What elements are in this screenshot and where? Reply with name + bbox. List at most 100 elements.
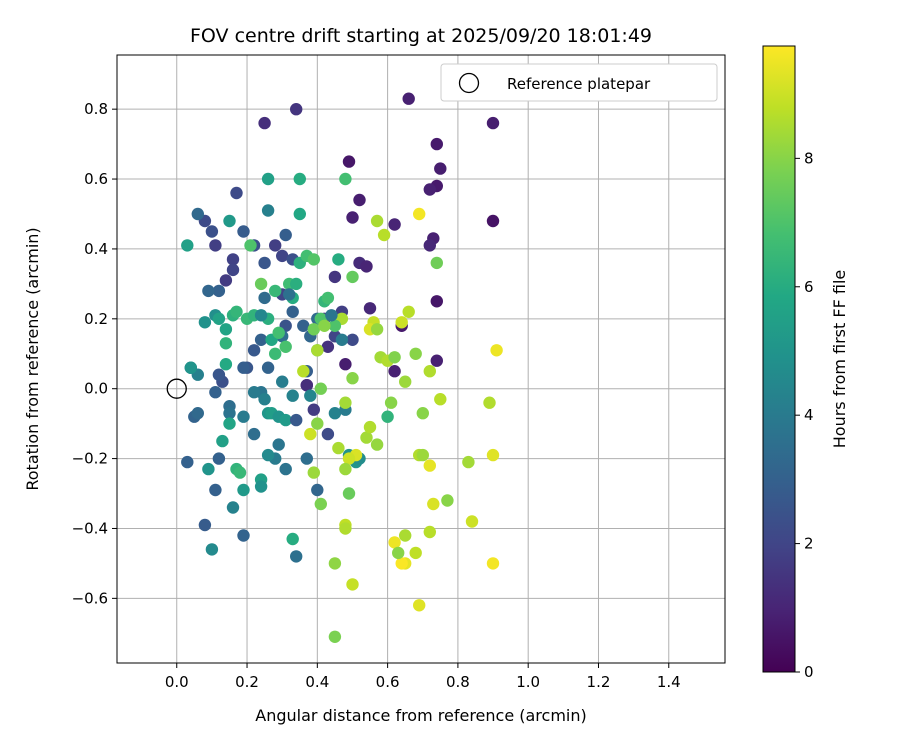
colorbar-tick-label: 2	[804, 535, 814, 553]
data-point	[212, 284, 226, 298]
data-point	[307, 253, 320, 266]
x-axis-ticks: 0.0 0.2 0.4 0.6 0.8 1.0 1.2 1.4	[165, 663, 681, 691]
data-point	[276, 249, 289, 263]
data-point	[261, 361, 275, 374]
data-point	[244, 239, 257, 252]
data-point	[283, 288, 296, 301]
data-point	[409, 546, 422, 560]
data-point	[247, 344, 261, 357]
data-point	[237, 410, 250, 423]
data-point	[483, 396, 496, 409]
colorbar-gradient	[762, 45, 796, 673]
data-point	[332, 441, 345, 455]
data-point	[269, 284, 282, 298]
data-point	[202, 284, 215, 298]
data-point	[181, 239, 194, 252]
data-point	[300, 452, 313, 465]
data-point	[388, 365, 401, 378]
data-point	[272, 326, 285, 339]
data-point	[392, 546, 405, 560]
data-point	[360, 260, 373, 273]
data-point	[370, 214, 384, 228]
colorbar-tick-label: 0	[804, 663, 814, 681]
data-point	[311, 344, 324, 357]
colorbar-tick-label: 8	[804, 149, 814, 167]
colorbar-tick-label: 6	[804, 278, 814, 296]
data-point	[465, 515, 479, 528]
data-point	[297, 319, 310, 332]
data-point	[430, 354, 443, 367]
data-point	[395, 557, 408, 570]
reference-platepar-marker	[166, 378, 187, 399]
data-point	[423, 183, 436, 196]
data-point	[370, 323, 384, 336]
data-point	[181, 455, 194, 469]
data-point	[212, 312, 226, 325]
data-point	[339, 358, 352, 371]
data-point	[346, 578, 359, 591]
data-point	[402, 305, 415, 318]
data-point	[395, 316, 408, 329]
data-point	[328, 630, 342, 643]
data-point	[430, 256, 443, 270]
colorbar-ticks: 0 2 4 6 8	[795, 149, 814, 681]
data-point	[346, 211, 359, 224]
data-point	[339, 396, 352, 409]
data-point	[307, 466, 320, 479]
data-point	[363, 302, 377, 315]
y-tick-label: −0.6	[72, 589, 108, 607]
data-point	[311, 483, 324, 497]
y-tick-label: 0.6	[84, 170, 108, 188]
data-point	[219, 323, 233, 336]
data-point	[300, 379, 313, 392]
data-point	[321, 427, 335, 441]
data-point	[269, 347, 282, 360]
data-point	[212, 368, 226, 381]
data-point	[384, 396, 398, 409]
data-point	[223, 214, 236, 228]
data-point	[423, 459, 436, 472]
data-point	[290, 413, 303, 427]
data-point	[304, 427, 317, 441]
data-point	[381, 410, 394, 423]
data-point	[346, 270, 359, 284]
data-point	[388, 536, 401, 549]
data-point	[209, 483, 222, 497]
data-point	[423, 239, 436, 252]
data-point	[226, 253, 240, 266]
data-point	[226, 263, 240, 277]
data-point	[290, 550, 303, 563]
data-point	[399, 529, 412, 542]
data-point	[230, 186, 243, 200]
x-axis-label: Angular distance from reference (arcmin)	[255, 706, 586, 725]
data-point	[321, 340, 335, 353]
data-point	[261, 448, 275, 462]
data-point	[399, 375, 412, 388]
data-point	[388, 218, 401, 231]
data-point	[416, 407, 429, 420]
data-point	[237, 361, 250, 374]
data-point	[339, 172, 352, 186]
x-tick-label: 0.6	[376, 673, 400, 691]
y-axis-ticks: −0.6 −0.4 −0.2 0.0 0.2 0.4 0.6 0.8	[72, 100, 117, 607]
data-point	[237, 483, 250, 497]
data-point	[335, 333, 349, 346]
data-point	[307, 403, 320, 416]
y-tick-label: 0.0	[84, 380, 108, 398]
data-point	[286, 305, 299, 318]
data-point	[423, 365, 436, 378]
data-point	[363, 420, 377, 434]
data-point	[427, 497, 440, 511]
data-point	[205, 543, 219, 556]
data-point	[198, 518, 212, 532]
data-point	[434, 162, 447, 175]
data-point	[434, 393, 447, 406]
data-point	[254, 277, 268, 291]
data-point	[286, 532, 299, 546]
data-point	[486, 448, 500, 462]
plot-frame	[116, 54, 726, 664]
data-point	[430, 295, 443, 308]
data-point	[297, 365, 310, 378]
data-point	[212, 452, 226, 465]
data-point	[226, 501, 240, 514]
